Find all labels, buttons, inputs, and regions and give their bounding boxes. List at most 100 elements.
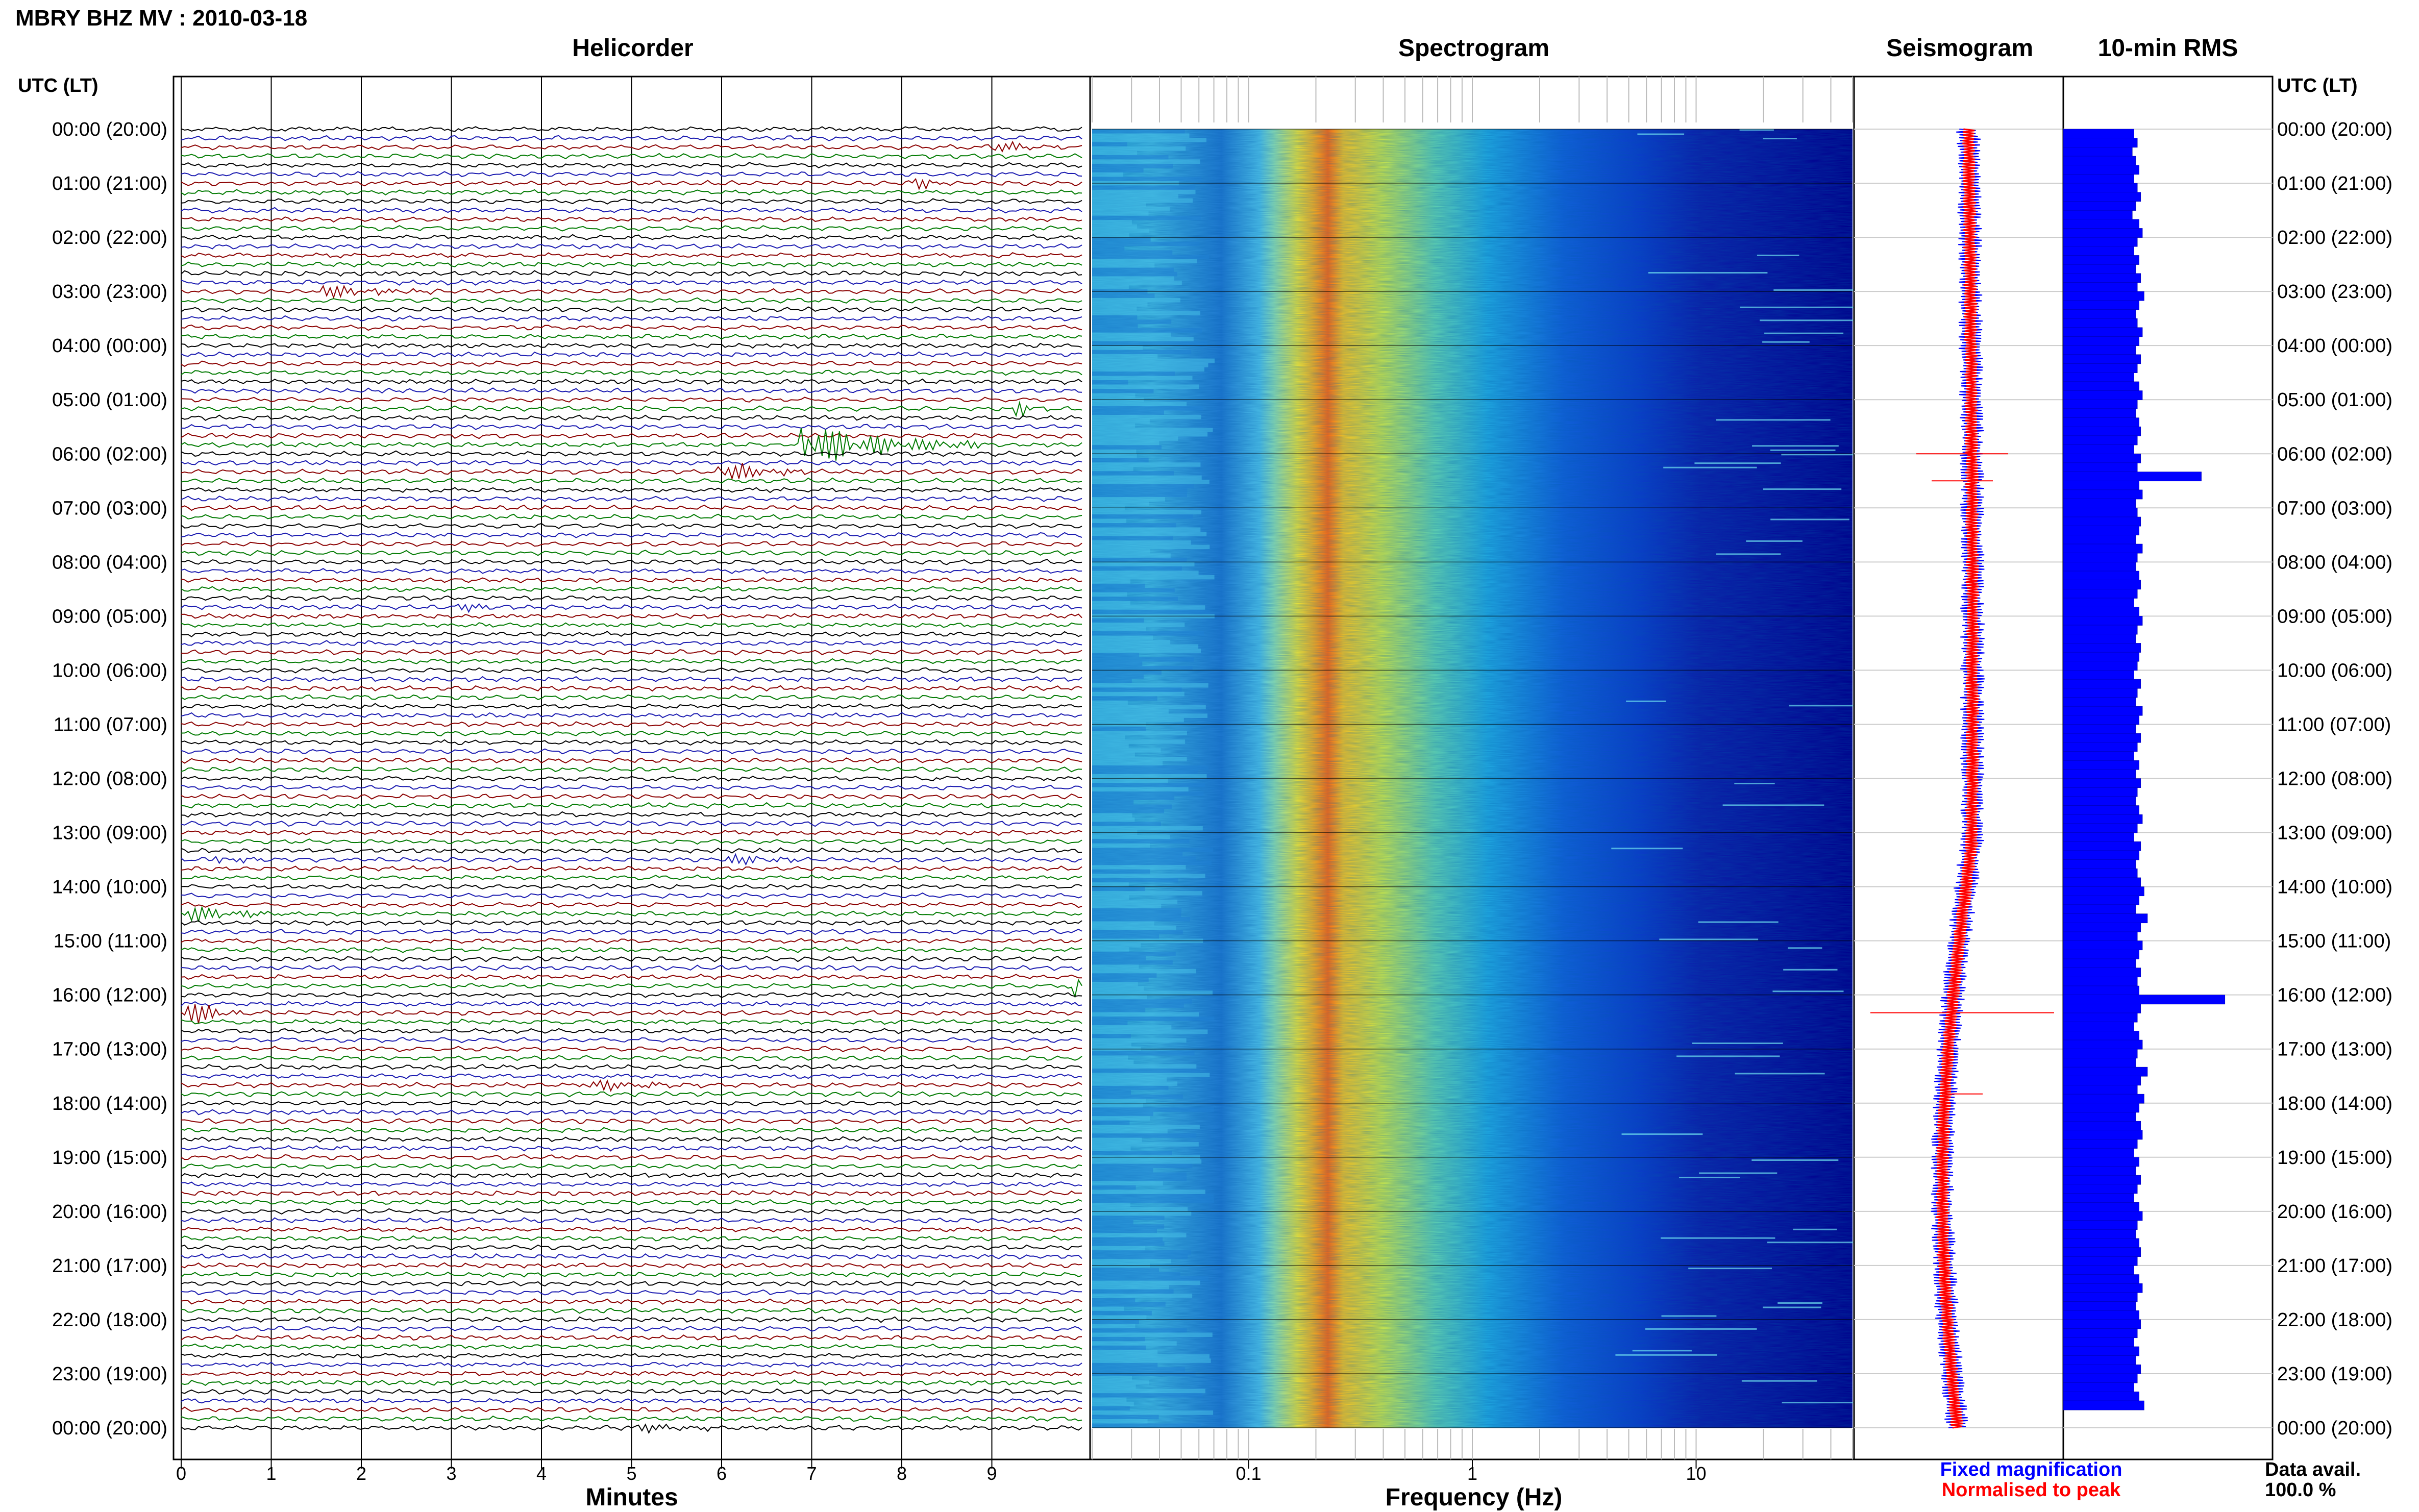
spectrogram-row xyxy=(1092,856,1196,861)
helicorder-trace xyxy=(181,1172,1082,1179)
spectrogram-row xyxy=(1092,466,1133,472)
rms-bar xyxy=(2063,886,2144,897)
helicorder-trace xyxy=(181,284,1082,300)
helicorder-trace xyxy=(181,325,1082,331)
rms-bar xyxy=(2063,1184,2138,1194)
helicorder-trace xyxy=(181,432,1082,439)
spectrogram-rows xyxy=(1092,129,1890,1428)
spectrogram-line-feature xyxy=(1716,553,1781,555)
spectrogram-row xyxy=(1092,1081,1177,1086)
time-label-left: 01:00 (21:00) xyxy=(52,173,167,194)
rms-bar xyxy=(2063,1166,2136,1176)
helicorder-trace xyxy=(181,1181,1082,1187)
rms-bar xyxy=(2063,237,2138,247)
spectrogram-grid xyxy=(1092,77,1853,1459)
spectrogram-row xyxy=(1092,592,1127,597)
spectrogram-row xyxy=(1092,1224,1165,1229)
rms-bar xyxy=(2063,805,2139,815)
helicorder-trace xyxy=(181,126,1082,133)
rms-bar xyxy=(2063,931,2138,941)
spectrogram-row xyxy=(1092,285,1129,289)
rms-bar xyxy=(2063,345,2136,355)
time-label-left: 23:00 (19:00) xyxy=(52,1364,167,1385)
rms-bar xyxy=(2063,219,2139,229)
rms-bar xyxy=(2063,841,2141,851)
spectrogram-line-feature xyxy=(1621,1133,1703,1135)
spectrogram-row xyxy=(1092,492,1187,498)
spectrogram-row xyxy=(1092,1189,1205,1194)
rms-bar xyxy=(2063,1392,2139,1401)
spectrogram-row xyxy=(1092,670,1162,675)
spectrogram-line-feature xyxy=(1782,1402,1854,1404)
rms-bar xyxy=(2063,814,2143,824)
helicorder-trace xyxy=(181,351,1082,358)
time-label-left: 03:00 (23:00) xyxy=(52,281,167,303)
spectrogram-row xyxy=(1092,393,1136,398)
spectrogram-row xyxy=(1092,925,1176,930)
spectrogram-row xyxy=(1092,609,1210,614)
spectrogram-row xyxy=(1092,943,1141,948)
spectrogram-row xyxy=(1092,778,1168,783)
spectrogram-row xyxy=(1092,1367,1186,1372)
spectrogram-row xyxy=(1092,904,1162,909)
spectrogram-row xyxy=(1092,1198,1214,1203)
spectrogram-row xyxy=(1092,198,1193,203)
seismogram-frame xyxy=(1853,76,2064,1460)
helicorder-trace xyxy=(181,315,1082,322)
spectrogram-row xyxy=(1092,644,1199,649)
time-label-right: 14:00 (10:00) xyxy=(2277,877,2392,898)
helicorder-trace xyxy=(181,694,1082,701)
seismogram-grid xyxy=(1854,129,2063,1428)
spectrogram-line-feature xyxy=(1659,938,1759,940)
spectrogram-row xyxy=(1092,354,1158,359)
rms-bar xyxy=(2063,291,2144,301)
helicorder-trace xyxy=(181,463,1082,481)
spectrogram-row xyxy=(1092,363,1208,367)
spectrogram-row xyxy=(1092,259,1197,264)
helicorder-trace xyxy=(181,532,1082,538)
rms-bar xyxy=(2063,751,2134,761)
spectrogram-row xyxy=(1092,406,1203,411)
spectrogram-row xyxy=(1092,536,1173,540)
spectrogram-row xyxy=(1092,930,1183,934)
spectrogram-row xyxy=(1092,934,1159,939)
helicorder-trace xyxy=(181,1073,1082,1079)
spectrogram-row xyxy=(1092,163,1173,168)
spectrogram-line-feature xyxy=(1739,129,1774,131)
spectrogram-row xyxy=(1092,510,1201,515)
spectrogram-row xyxy=(1092,1064,1197,1069)
rms-bar xyxy=(2063,156,2136,166)
spectrogram-row xyxy=(1092,900,1178,904)
helicorder-trace xyxy=(181,1079,1082,1092)
spectrogram-row xyxy=(1092,402,1187,407)
time-label-left: 06:00 (02:00) xyxy=(52,443,167,465)
helicorder-trace xyxy=(181,252,1082,259)
helicorder-trace xyxy=(181,234,1082,241)
spectrogram-line-feature xyxy=(1788,947,1822,949)
rms-bar xyxy=(2063,327,2143,337)
rms-bar xyxy=(2063,1365,2141,1374)
rms-bar xyxy=(2063,1076,2141,1086)
time-label-left: 12:00 (08:00) xyxy=(52,769,167,790)
helicorder-trace xyxy=(181,540,1082,548)
rms-bar xyxy=(2063,489,2143,500)
helicorder-panel: 0 1 2 3 4 5 6 7 8 9 Minutes xyxy=(172,76,1091,1511)
spectrogram-row xyxy=(1092,796,1175,800)
rms-bar xyxy=(2063,516,2141,527)
spectrogram-line-feature xyxy=(1661,1315,1717,1317)
time-label-right: 22:00 (18:00) xyxy=(2277,1309,2392,1331)
minute-tick-label: 6 xyxy=(717,1463,727,1484)
spectrogram-row xyxy=(1092,172,1124,177)
rms-bar xyxy=(2063,1265,2134,1275)
helicorder-trace xyxy=(181,811,1082,818)
helicorder-trace xyxy=(181,387,1082,394)
spectrogram-row xyxy=(1092,1129,1168,1134)
rms-bar xyxy=(2063,1112,2136,1122)
spectrogram-row xyxy=(1092,428,1213,432)
spectrogram-row xyxy=(1092,743,1129,749)
spectrogram-row xyxy=(1092,956,1146,960)
rms-bar xyxy=(2063,958,2136,969)
spectrogram-row xyxy=(1092,583,1145,588)
rms-bar xyxy=(2063,1085,2138,1095)
helicorder-trace xyxy=(181,342,1082,349)
